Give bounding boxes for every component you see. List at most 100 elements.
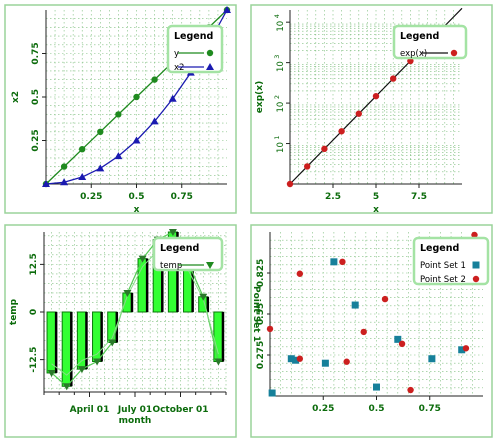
bl-point-temp bbox=[93, 358, 102, 366]
tr-y-tick-label-exp: 2 bbox=[273, 95, 281, 99]
br-x-tick-label: 0.5 bbox=[369, 404, 385, 414]
br-point-point-set-2 bbox=[360, 328, 367, 336]
chart-panel-top-right: 2.5 5 7.5 10 1 10 2 10 3 10 4 x exp(x) Legend exp(x) bbox=[250, 4, 493, 215]
bl-x-tick-label: October 01 bbox=[152, 405, 208, 415]
br-point-point-set-1 bbox=[330, 258, 338, 266]
tl-point-x2 bbox=[78, 173, 87, 181]
br-y-tick-label: 0.55 bbox=[256, 303, 266, 325]
br-x-tick-label: 0.25 bbox=[312, 404, 334, 414]
tl-x-tick-label: 0.25 bbox=[80, 192, 102, 202]
br-point-point-set-2 bbox=[381, 295, 389, 303]
tl-point-y bbox=[79, 146, 86, 153]
br-x-tick-label: 0.75 bbox=[419, 404, 441, 414]
tr-y-tick-label-group: 10 3 bbox=[273, 55, 286, 72]
br-point-point-set-2 bbox=[343, 358, 350, 365]
bl-panel-frame bbox=[4, 224, 237, 438]
tr-y-tick-label-base: 10 bbox=[276, 61, 286, 72]
tr-point-exp bbox=[390, 75, 397, 82]
tr-legend-swatch-marker bbox=[450, 49, 458, 57]
tl-y-tick-label: 0.75 bbox=[31, 42, 41, 64]
tl-point-y bbox=[60, 163, 68, 170]
br-point-point-set-2 bbox=[339, 258, 346, 266]
br-point-point-set-2 bbox=[471, 231, 478, 239]
tr-y-tick-label-base: 10 bbox=[276, 102, 286, 113]
br-y-tick-label: 0.275 bbox=[256, 341, 266, 369]
tr-x-tick-label: 5 bbox=[373, 192, 379, 202]
bl-legend-label: temp bbox=[160, 261, 182, 271]
chart-top-right: 2.5 5 7.5 10 1 10 2 10 3 10 4 x exp(x) Legend exp(x) bbox=[250, 4, 493, 215]
tl-legend-label: x2 bbox=[174, 63, 184, 73]
tl-legend-swatch-marker bbox=[206, 49, 214, 57]
tr-x-tick-label: 7.5 bbox=[411, 192, 427, 202]
tl-point-y bbox=[97, 128, 104, 135]
tl-point-y bbox=[115, 111, 122, 118]
tr-point-exp bbox=[338, 128, 345, 135]
br-legend-swatch-marker bbox=[472, 275, 480, 283]
br-point-point-set-1 bbox=[428, 355, 436, 363]
tl-legend-swatch-marker bbox=[206, 63, 214, 70]
tr-y-tick-label-exp: 1 bbox=[273, 135, 281, 139]
tl-x-tick-label: 0.5 bbox=[129, 192, 145, 202]
br-point-point-set-1 bbox=[292, 356, 300, 364]
bl-x-axis-label: month bbox=[119, 416, 152, 426]
tl-point-x2 bbox=[150, 117, 159, 125]
tr-y-tick-label-exp: 4 bbox=[273, 14, 281, 18]
tl-point-y bbox=[133, 93, 140, 101]
tl-y-axis-label: x2 bbox=[11, 91, 21, 103]
tr-legend-label: exp(x) bbox=[400, 49, 427, 59]
tr-point-exp bbox=[372, 92, 380, 100]
tl-point-x2 bbox=[42, 180, 50, 187]
br-point-point-set-1 bbox=[287, 355, 295, 363]
tr-y-tick-label-group: 10 1 bbox=[273, 135, 286, 152]
br-point-point-set-1 bbox=[321, 359, 329, 367]
bl-x-tick-label: July 01 bbox=[117, 405, 152, 415]
br-point-point-set-2 bbox=[407, 386, 414, 394]
bl-point-temp bbox=[138, 255, 147, 263]
tl-y-tick-label: 0.25 bbox=[31, 129, 41, 151]
br-legend-swatch-marker bbox=[472, 261, 480, 269]
tr-point-exp bbox=[286, 180, 294, 188]
tr-x-axis-label: x bbox=[373, 205, 379, 214]
bl-legend-title: Legend bbox=[160, 243, 199, 254]
chart-panel-bottom-left: -12.5 0 12.5 April 01 July 01 October 01 month… bbox=[4, 224, 237, 438]
tl-point-y bbox=[151, 76, 158, 83]
tl-panel-frame bbox=[4, 4, 237, 214]
br-legend-title: Legend bbox=[420, 243, 459, 254]
bl-y-axis-label: temp bbox=[9, 298, 19, 325]
bl-point-temp bbox=[108, 339, 117, 347]
chart-top-left: 0.25 0.5 0.75 0.25 0.5 0.75 x x2 Legend y x2 bbox=[4, 4, 237, 215]
tl-point-x2 bbox=[223, 6, 231, 13]
br-legend-label: Point Set 1 bbox=[420, 261, 466, 271]
br-point-point-set-1 bbox=[394, 335, 402, 343]
br-y-axis-label: Point Set 1 bbox=[251, 286, 261, 342]
br-point-point-set-2 bbox=[296, 270, 304, 277]
br-point-point-set-2 bbox=[462, 345, 470, 352]
br-y-tick-label: 0.825 bbox=[256, 259, 266, 287]
tr-point-exp bbox=[321, 145, 328, 153]
bl-y-tick-label: 0 bbox=[29, 309, 39, 315]
tl-x-tick-label: 0.75 bbox=[171, 192, 193, 202]
tr-point-exp bbox=[355, 110, 362, 117]
tl-y-tick-label: 0.5 bbox=[31, 89, 41, 105]
bl-point-temp bbox=[47, 369, 56, 377]
tl-point-x2 bbox=[114, 152, 123, 160]
tr-y-tick-label-base: 10 bbox=[276, 21, 286, 32]
tl-x-axis-label: x bbox=[134, 205, 140, 214]
bl-legend-box bbox=[152, 236, 224, 272]
tr-y-tick-label-group: 10 2 bbox=[273, 95, 286, 112]
tl-point-x2 bbox=[132, 136, 141, 144]
bl-y-tick-label: -12.5 bbox=[29, 347, 39, 373]
chart-panel-top-left: 0.25 0.5 0.75 0.25 0.5 0.75 x x2 Legend y x2 bbox=[4, 4, 237, 215]
bl-point-temp bbox=[199, 293, 208, 301]
tr-panel-frame bbox=[250, 4, 493, 214]
tr-y-tick-label-exp: 3 bbox=[273, 55, 281, 59]
tl-point-x2 bbox=[96, 164, 105, 172]
br-point-point-set-2 bbox=[398, 340, 406, 348]
bl-x-tick-label: April 01 bbox=[70, 405, 110, 415]
tr-x-tick-label: 2.5 bbox=[325, 192, 341, 202]
br-point-point-set-2 bbox=[266, 325, 274, 333]
tr-y-tick-label-base: 10 bbox=[276, 142, 286, 153]
br-panel-frame bbox=[250, 224, 493, 438]
bl-point-temp bbox=[77, 366, 86, 374]
